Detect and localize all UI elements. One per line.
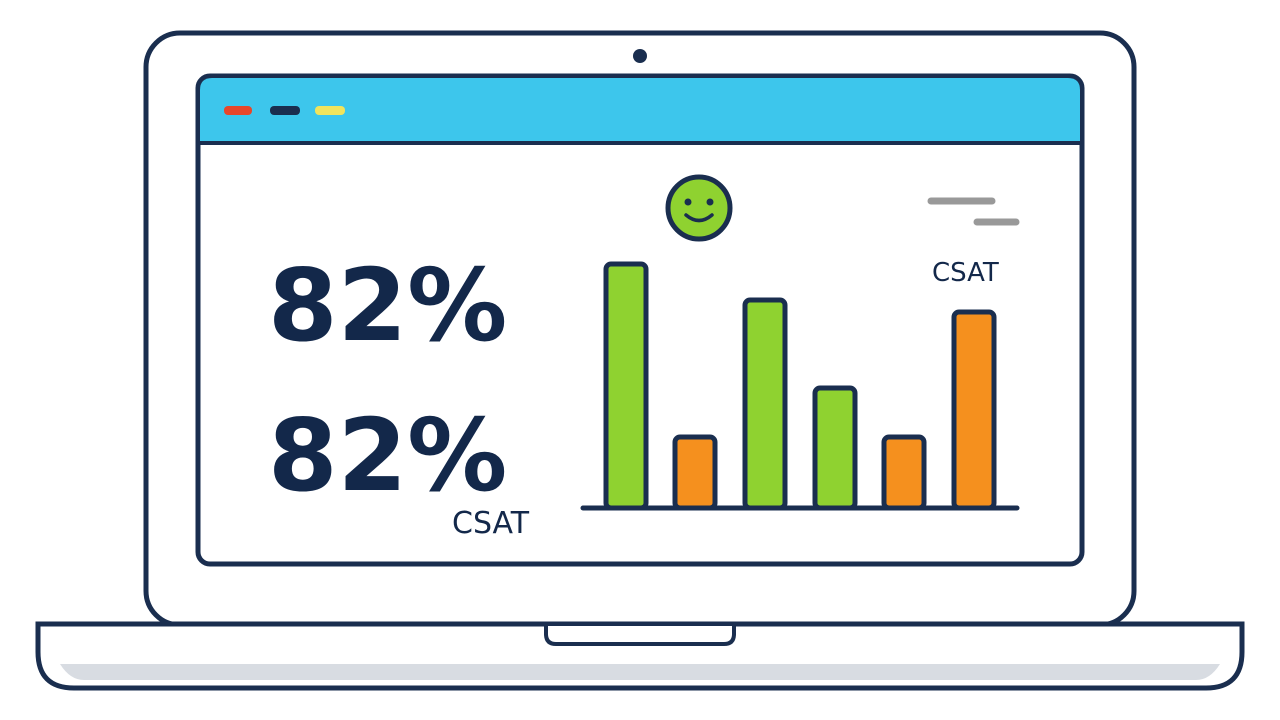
bar (951, 309, 997, 511)
metric-value: 82% (268, 247, 507, 364)
metric-caption: CSAT (452, 506, 530, 541)
smiley-icon (665, 174, 733, 242)
window-dot-yellow[interactable] (315, 106, 345, 115)
bar (672, 434, 718, 511)
bar (603, 261, 649, 511)
window-dot-dark[interactable] (270, 106, 300, 115)
metric-value: 82% (268, 397, 507, 514)
bar (742, 297, 788, 511)
base-notch (544, 622, 736, 646)
window-dot-red[interactable] (224, 106, 252, 115)
bar (881, 434, 927, 511)
bar (812, 385, 858, 511)
base-shadow (60, 664, 1220, 680)
window-titlebar (200, 78, 1080, 142)
chart-caption: CSAT (932, 258, 999, 288)
camera (633, 49, 647, 63)
